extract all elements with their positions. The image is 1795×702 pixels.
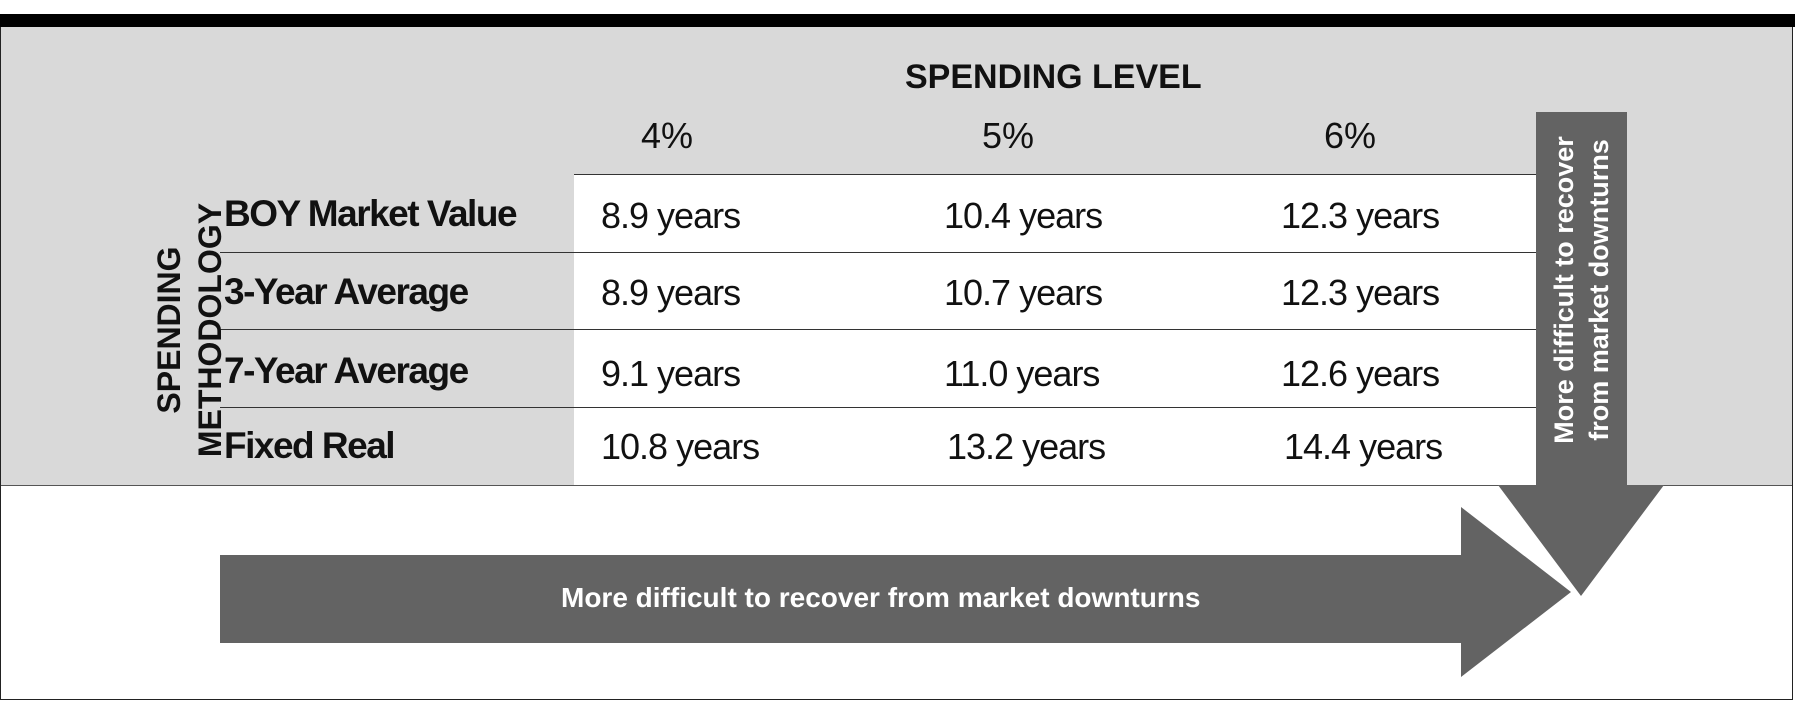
down-arrow (1498, 112, 1664, 596)
table-cell: 8.9 years (601, 195, 741, 236)
table-cell: 13.2 years (947, 426, 1106, 467)
table-rule (220, 252, 1536, 253)
column-header-5pct: 5% (981, 115, 1035, 156)
table-cell: 10.7 years (944, 272, 1103, 313)
table-cell: 12.6 years (1281, 353, 1440, 394)
table-cell: 10.8 years (601, 426, 760, 467)
column-header-4pct: 4% (640, 115, 694, 156)
table-cell: 10.4 years (944, 195, 1103, 236)
horizontal-arrow-label: More difficult to recover from market do… (561, 582, 1201, 613)
row-header: 3-Year Average (224, 271, 469, 312)
table-cell: 11.0 years (944, 353, 1100, 394)
table-cell: 12.3 years (1281, 272, 1440, 313)
table-rule (220, 407, 1536, 408)
column-header-6pct: 6% (1323, 115, 1377, 156)
spending-level-heading: SPENDING LEVEL (905, 58, 1202, 96)
right-arrow (220, 507, 1571, 677)
panel-bottom-rule (1, 485, 1793, 486)
table-cell: 9.1 years (601, 353, 741, 394)
table-rule (574, 174, 1536, 175)
outer-frame (0, 27, 1793, 700)
table-cell: 8.9 years (601, 272, 741, 313)
spending-methodology-label: SPENDING METHODOLOGY (149, 203, 231, 457)
vertical-arrow-line-1: More difficult to recover (1549, 136, 1579, 444)
row-header: BOY Market Value (224, 193, 518, 234)
row-header: 7-Year Average (224, 350, 469, 391)
table-cell: 14.4 years (1284, 426, 1443, 467)
vertical-arrow-line-2: from market downturns (1584, 139, 1614, 441)
vertical-arrow-label: More difficult to recover from market do… (1547, 136, 1617, 444)
table-cell: 12.3 years (1281, 195, 1440, 236)
axis-label-line-1: SPENDING (151, 246, 187, 414)
top-rule (0, 14, 1795, 27)
axis-label-line-2: METHODOLOGY (192, 202, 228, 458)
table-rule (220, 329, 1536, 330)
row-header: Fixed Real (224, 425, 396, 466)
